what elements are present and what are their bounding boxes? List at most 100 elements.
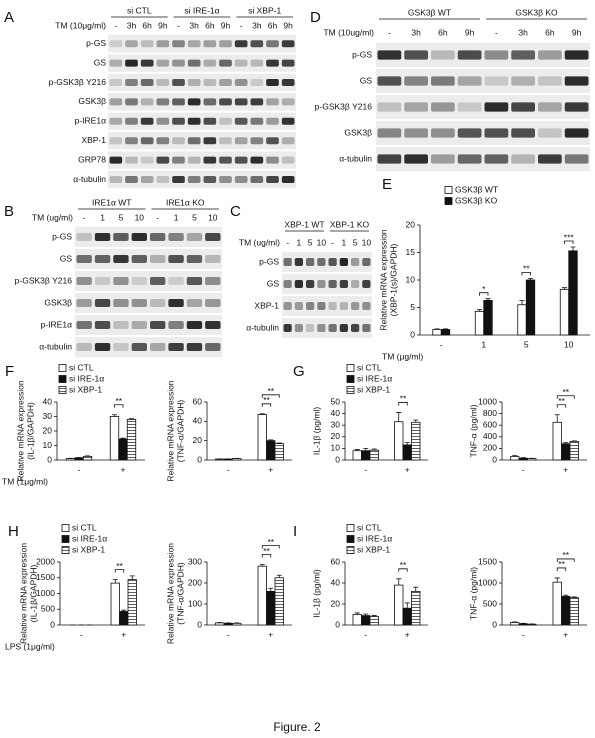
band	[168, 233, 184, 241]
band	[203, 98, 217, 106]
x-tick-label: 5	[524, 339, 529, 349]
y-axis-label: (TNF-α/GAPDH)	[175, 400, 185, 463]
panel-letter: F	[5, 363, 14, 380]
band	[306, 258, 315, 266]
y-tick-label: 1500	[36, 572, 55, 582]
y-tick-label: 10	[406, 274, 416, 284]
y-axis-label: Relative mRNA expression	[15, 380, 25, 481]
band	[564, 128, 589, 138]
band	[484, 128, 509, 138]
band	[266, 98, 279, 106]
significance-bracket	[564, 240, 574, 244]
band	[511, 154, 535, 164]
band	[187, 156, 201, 164]
band	[328, 324, 337, 332]
y-tick-label: 10	[331, 443, 341, 453]
x-tick-label: 10	[564, 339, 574, 349]
band	[94, 343, 111, 351]
y-tick-label: 0	[47, 454, 52, 464]
group-label: si IRE-1α	[184, 5, 219, 15]
legend-swatch	[346, 375, 355, 383]
bar	[402, 607, 412, 626]
lane-label: -	[177, 20, 180, 30]
band	[113, 277, 129, 285]
y-tick-label: 0	[197, 619, 202, 629]
band	[234, 137, 248, 145]
band	[172, 156, 185, 164]
band	[125, 79, 138, 86]
band	[250, 137, 264, 145]
band	[172, 176, 185, 183]
band	[156, 40, 170, 48]
band	[234, 40, 248, 48]
y-axis-label: (TNF-α/GAPDH)	[175, 562, 185, 625]
panel-letter: H	[8, 523, 19, 540]
band	[125, 176, 138, 183]
row-label: p-GS	[86, 38, 106, 48]
blot-strip	[108, 170, 296, 189]
band	[186, 299, 203, 307]
bar	[432, 329, 442, 336]
lane-label: 3h	[127, 20, 137, 30]
band	[266, 156, 279, 164]
bar	[394, 584, 404, 626]
treatment-label: TM (ug/ml)	[32, 212, 73, 222]
significance-label: **	[400, 560, 407, 570]
significance-label: **	[267, 537, 274, 547]
band	[76, 299, 92, 307]
significance-label: **	[558, 396, 565, 406]
bar	[361, 450, 371, 461]
y-axis-label: IL-1β (pg/ml)	[311, 407, 321, 456]
significance-label: **	[267, 386, 274, 396]
y-tick-label: 40	[331, 408, 341, 418]
band	[294, 324, 303, 332]
blot-strip	[75, 337, 222, 357]
band	[538, 50, 562, 60]
legend-swatch	[346, 386, 355, 394]
band	[538, 128, 562, 138]
significance-label: *	[482, 284, 486, 294]
bar	[361, 615, 371, 626]
lane-label: -	[495, 27, 498, 37]
error-bar	[112, 414, 117, 417]
error-bar	[563, 442, 569, 444]
band	[564, 154, 589, 164]
bar	[74, 457, 84, 461]
error-bar	[371, 615, 377, 617]
legend-label: si IRE-1α	[69, 373, 104, 383]
blot-strip	[282, 274, 372, 294]
y-axis-label: TNF-α (pg/ml)	[468, 404, 478, 457]
row-label: GS	[94, 57, 107, 67]
band	[283, 280, 292, 288]
lane-label: 5	[119, 212, 124, 222]
band	[457, 50, 482, 60]
legend-label: si IRE-1α	[357, 373, 392, 383]
bar	[232, 458, 242, 461]
error-bar	[554, 577, 560, 583]
significance-label: **	[523, 264, 530, 274]
error-bar	[512, 455, 518, 457]
y-tick-label: 0	[492, 619, 497, 629]
band	[250, 176, 264, 183]
blot-strip	[75, 271, 222, 291]
bar	[126, 418, 137, 461]
band	[140, 40, 154, 48]
band	[377, 154, 402, 164]
bar	[119, 611, 129, 626]
band	[113, 255, 129, 263]
y-axis-label: Relative mRNA expression	[378, 229, 388, 330]
y-tick-label: 20	[331, 431, 341, 441]
y-tick-label: 50	[331, 396, 341, 406]
band	[187, 40, 201, 48]
x-tick-label: +	[563, 464, 568, 474]
band	[172, 40, 185, 48]
band	[377, 102, 402, 112]
band	[250, 40, 264, 48]
lane-label: 9h	[572, 27, 582, 37]
bar	[274, 577, 284, 626]
band	[205, 255, 221, 263]
band	[339, 324, 348, 332]
band	[234, 117, 248, 125]
band	[168, 299, 184, 307]
